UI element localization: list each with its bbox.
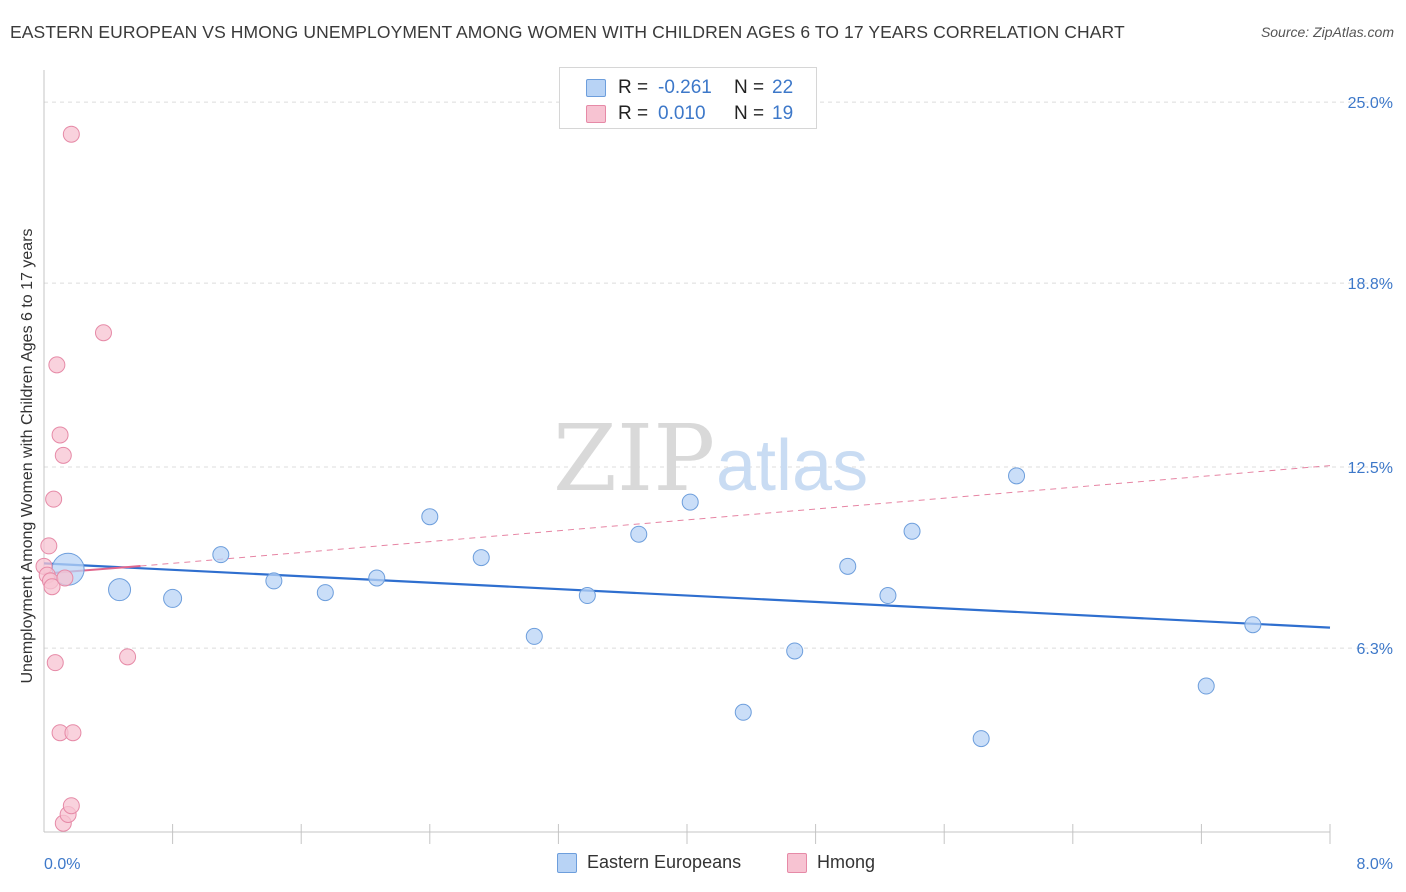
trend-line-eastern-europeans: [43, 562, 1331, 629]
legend-r-label: R =: [618, 103, 649, 124]
chart-title: EASTERN EUROPEAN VS HMONG UNEMPLOYMENT A…: [10, 22, 1125, 42]
point-hmong: [56, 569, 74, 587]
legend-swatch-blue: [586, 79, 606, 97]
x-tick-label-max: 8.0%: [1357, 856, 1393, 873]
point-eastern-europeans: [839, 557, 857, 575]
data-points: [35, 125, 1262, 832]
point-eastern-europeans: [1197, 677, 1215, 695]
y-tick-label: 12.5%: [1348, 460, 1393, 477]
point-eastern-europeans: [163, 588, 183, 608]
legend-n-label: N =: [734, 103, 765, 124]
point-hmong: [51, 426, 69, 444]
y-tick-label: 25.0%: [1348, 95, 1393, 112]
series-swatch-pink: [787, 853, 807, 873]
point-hmong: [94, 324, 112, 342]
point-eastern-europeans: [681, 493, 699, 511]
watermark: ZIP atlas: [553, 405, 868, 512]
point-hmong: [40, 537, 58, 555]
point-eastern-europeans: [472, 549, 490, 567]
point-hmong: [43, 578, 61, 596]
series-swatch-blue: [557, 853, 577, 873]
series-legend-label: Eastern Europeans: [587, 852, 742, 872]
point-hmong: [119, 648, 137, 666]
y-tick-label: 18.8%: [1348, 276, 1393, 293]
point-hmong: [62, 125, 80, 143]
legend-swatch-pink: [586, 105, 606, 123]
point-eastern-europeans: [630, 525, 648, 543]
point-eastern-europeans: [972, 730, 990, 748]
point-eastern-europeans: [421, 508, 439, 526]
point-hmong: [64, 724, 82, 742]
y-tick-labels: 6.3% 12.5% 18.8% 25.0%: [1348, 95, 1393, 658]
point-hmong: [45, 490, 63, 508]
legend-r-label: R =: [618, 77, 649, 98]
point-hmong: [48, 356, 66, 374]
point-hmong: [54, 446, 72, 464]
series-legend-label: Hmong: [817, 852, 876, 872]
legend-r-value: -0.261: [658, 77, 712, 98]
point-hmong: [46, 654, 64, 672]
point-eastern-europeans: [265, 572, 283, 590]
point-eastern-europeans: [786, 642, 804, 660]
watermark-atlas: atlas: [716, 426, 868, 506]
y-tick-label: 6.3%: [1357, 641, 1393, 658]
axes: [43, 70, 1331, 844]
point-eastern-europeans: [316, 584, 334, 602]
point-eastern-europeans: [108, 578, 132, 602]
legend-n-value: 19: [772, 103, 794, 124]
point-eastern-europeans: [879, 587, 897, 605]
point-eastern-europeans: [1008, 467, 1026, 485]
point-eastern-europeans: [578, 587, 596, 605]
source-credit: Source: ZipAtlas.com: [1260, 24, 1394, 40]
point-eastern-europeans: [903, 522, 921, 540]
point-eastern-europeans: [525, 627, 543, 645]
legend-n-value: 22: [772, 77, 794, 98]
point-eastern-europeans: [734, 703, 752, 721]
correlation-legend: R = -0.261 N = 22 R = 0.010 N = 19: [559, 67, 817, 129]
point-hmong: [62, 797, 80, 815]
legend-r-value: 0.010: [658, 103, 706, 124]
point-eastern-europeans: [1244, 616, 1262, 634]
x-tick-label-min: 0.0%: [44, 856, 80, 873]
gridlines: [44, 101, 1394, 649]
point-eastern-europeans: [368, 569, 386, 587]
legend-n-label: N =: [734, 77, 765, 98]
trend-line-hmong-dashed: [140, 465, 1331, 567]
point-eastern-europeans: [212, 546, 230, 564]
